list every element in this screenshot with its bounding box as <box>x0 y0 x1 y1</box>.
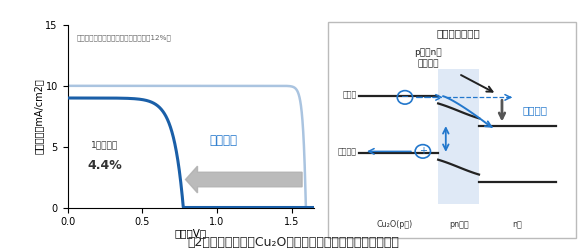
Text: Cu₂O(p層): Cu₂O(p層) <box>377 220 413 229</box>
X-axis label: 電圧（V）: 電圧（V） <box>175 228 207 238</box>
Text: トップセル理想特性（計算例は効率＞12%）: トップセル理想特性（計算例は効率＞12%） <box>76 34 171 41</box>
Bar <box>438 69 479 204</box>
Text: 伝導帯: 伝導帯 <box>342 90 356 100</box>
Text: n層: n層 <box>512 220 522 229</box>
Text: 電圧低下: 電圧低下 <box>522 105 548 115</box>
Text: pn界面: pn界面 <box>448 220 468 229</box>
Text: 図2：前回の透過型Cu₂O太陽電池における電圧低下の原因: 図2：前回の透過型Cu₂O太陽電池における電圧低下の原因 <box>188 236 399 249</box>
Text: 価電子帯: 価電子帯 <box>338 147 356 156</box>
Text: +: + <box>419 146 427 156</box>
Text: −: − <box>401 92 409 102</box>
Text: 電圧低下: 電圧低下 <box>210 134 238 147</box>
Text: 1月発表時: 1月発表時 <box>91 140 119 149</box>
FancyArrow shape <box>185 166 302 193</box>
Y-axis label: 電流密度（mA/cm2）: 電流密度（mA/cm2） <box>34 78 44 154</box>
Text: 電圧低下の原因: 電圧低下の原因 <box>437 28 480 38</box>
Text: p層とn層
の電位差: p層とn層 の電位差 <box>414 48 442 68</box>
Text: 4.4%: 4.4% <box>87 159 122 172</box>
